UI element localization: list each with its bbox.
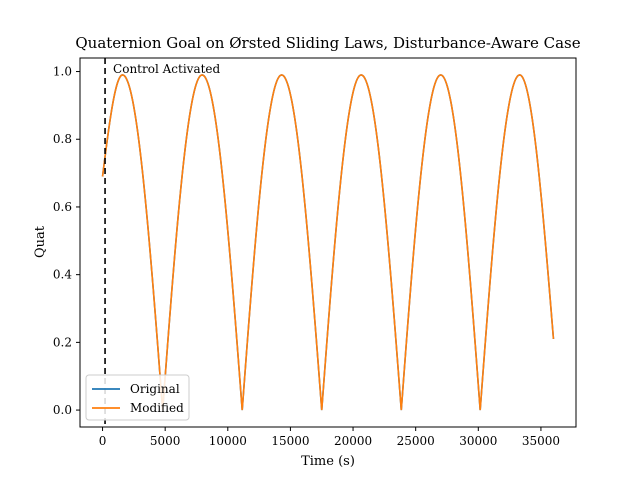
x-tick-label: 10000 <box>209 434 247 448</box>
y-tick-label: 0.4 <box>53 268 72 282</box>
series-layer <box>101 74 555 411</box>
x-tick-label: 5000 <box>150 434 181 448</box>
y-tick-label: 0.6 <box>53 200 72 214</box>
x-tick-label: 15000 <box>271 434 309 448</box>
x-tick-label: 35000 <box>522 434 560 448</box>
y-tick-label: 1.0 <box>53 65 72 79</box>
x-axis-label: Time (s) <box>301 454 355 469</box>
x-tick-label: 0 <box>99 434 107 448</box>
legend-entry: Original <box>130 382 180 396</box>
plot-frame <box>79 57 577 428</box>
control-activated-label: Control Activated <box>113 62 220 76</box>
series-line-original <box>101 74 555 411</box>
x-tick-label: 30000 <box>459 434 497 448</box>
y-axis-label: Quat <box>33 225 48 258</box>
legend-entry: Modified <box>130 401 184 415</box>
series-line-modified <box>101 74 555 411</box>
y-tick-label: 0.0 <box>53 403 72 417</box>
annotation-layer: Control Activated <box>104 58 221 427</box>
chart-title: Quaternion Goal on Ørsted Sliding Laws, … <box>75 34 580 52</box>
x-tick-label: 20000 <box>334 434 372 448</box>
y-tick-label: 0.2 <box>53 335 72 349</box>
y-axis-ticks: 0.0 0.2 0.4 0.6 0.8 1.0 <box>53 65 80 417</box>
x-tick-label: 25000 <box>397 434 435 448</box>
legend: Original Modified <box>85 374 190 421</box>
x-axis-ticks: 0 5000 10000 15000 20000 25000 30000 35000 <box>99 427 560 448</box>
y-tick-label: 0.8 <box>53 132 72 146</box>
